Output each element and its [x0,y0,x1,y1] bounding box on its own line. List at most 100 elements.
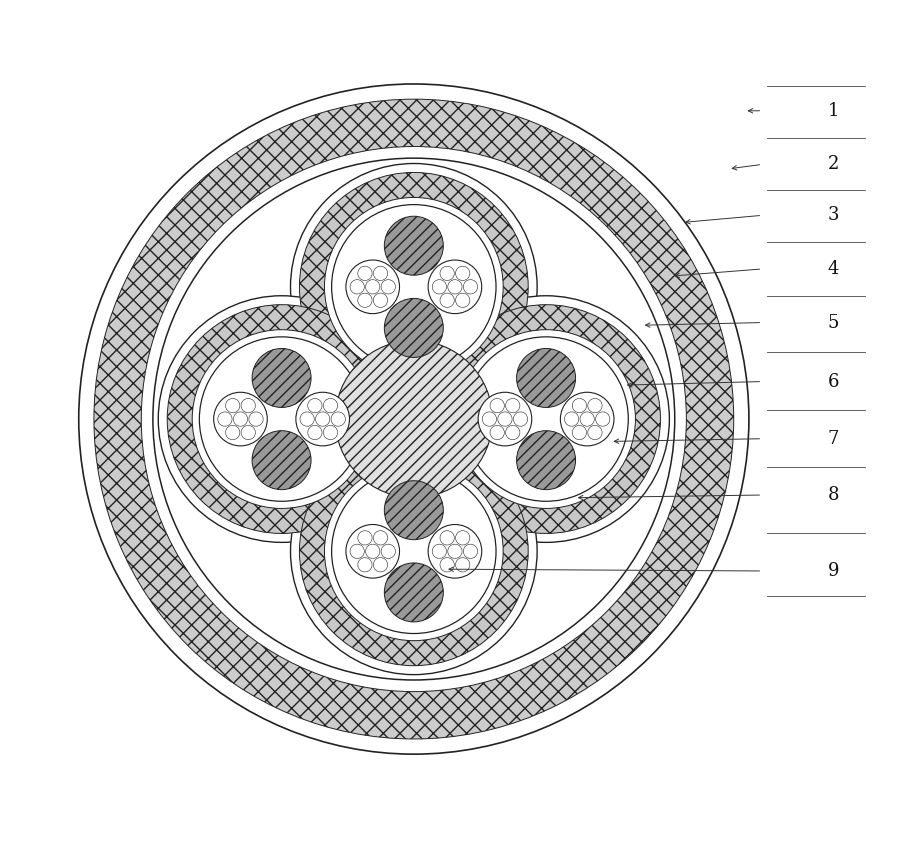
Circle shape [249,412,263,426]
Text: 8: 8 [827,486,839,504]
Circle shape [572,425,587,440]
Circle shape [490,425,504,440]
Circle shape [358,266,372,281]
Circle shape [588,398,602,413]
Circle shape [315,412,330,426]
Circle shape [373,293,388,307]
Circle shape [346,525,400,578]
Circle shape [463,280,478,294]
Circle shape [456,293,470,307]
Text: 6: 6 [827,372,839,390]
Circle shape [373,557,388,572]
Circle shape [447,280,462,294]
Circle shape [572,398,587,413]
Circle shape [193,330,371,508]
Circle shape [153,158,675,680]
Circle shape [167,305,396,533]
Circle shape [296,392,349,446]
Circle shape [432,305,660,533]
Circle shape [505,398,520,413]
Circle shape [498,412,512,426]
Circle shape [428,260,481,313]
Circle shape [214,392,267,446]
Circle shape [79,84,749,754]
Circle shape [159,296,405,543]
Circle shape [478,392,532,446]
Circle shape [490,398,504,413]
Circle shape [331,412,346,426]
Circle shape [252,348,311,407]
Circle shape [514,412,527,426]
Circle shape [595,412,610,426]
Circle shape [336,341,492,497]
Circle shape [456,557,470,572]
Circle shape [226,425,240,440]
Circle shape [516,431,576,490]
Circle shape [300,412,315,426]
Circle shape [366,544,380,558]
Circle shape [350,280,364,294]
Circle shape [384,299,443,358]
Circle shape [325,198,503,376]
Circle shape [516,348,576,407]
Circle shape [291,163,537,410]
Circle shape [324,425,337,440]
Circle shape [384,217,443,275]
Text: 1: 1 [827,102,839,120]
Text: 5: 5 [827,313,839,331]
Circle shape [241,425,256,440]
Circle shape [580,412,594,426]
Circle shape [588,425,602,440]
Circle shape [300,437,528,666]
Circle shape [447,544,462,558]
Circle shape [482,412,497,426]
Circle shape [560,392,614,446]
Circle shape [432,280,447,294]
Text: 7: 7 [827,430,839,448]
Text: 9: 9 [827,562,839,580]
Circle shape [358,531,372,545]
Circle shape [440,557,454,572]
Circle shape [440,531,454,545]
Circle shape [423,296,669,543]
Circle shape [199,337,364,502]
Circle shape [464,337,628,502]
Circle shape [308,425,322,440]
Circle shape [252,431,311,490]
Circle shape [456,266,470,281]
Text: 2: 2 [827,156,839,174]
Circle shape [432,544,447,558]
Circle shape [325,462,503,640]
Circle shape [141,146,686,692]
Circle shape [332,469,496,633]
Circle shape [358,293,372,307]
Circle shape [440,293,454,307]
Circle shape [384,563,443,622]
Circle shape [428,525,481,578]
Circle shape [505,425,520,440]
Circle shape [440,266,454,281]
Circle shape [308,398,322,413]
Circle shape [457,330,635,508]
Circle shape [456,531,470,545]
Circle shape [233,412,248,426]
Circle shape [226,398,240,413]
Circle shape [300,172,528,401]
Text: 4: 4 [827,260,839,278]
Circle shape [291,428,537,675]
Circle shape [346,260,400,313]
Text: 3: 3 [827,206,839,224]
Circle shape [350,544,364,558]
Circle shape [373,531,388,545]
Circle shape [373,266,388,281]
Circle shape [366,280,380,294]
Circle shape [381,544,395,558]
Circle shape [463,544,478,558]
Circle shape [94,99,734,739]
Circle shape [565,412,579,426]
Circle shape [381,280,395,294]
Circle shape [217,412,232,426]
Circle shape [384,481,443,539]
Circle shape [241,398,256,413]
Circle shape [332,205,496,369]
